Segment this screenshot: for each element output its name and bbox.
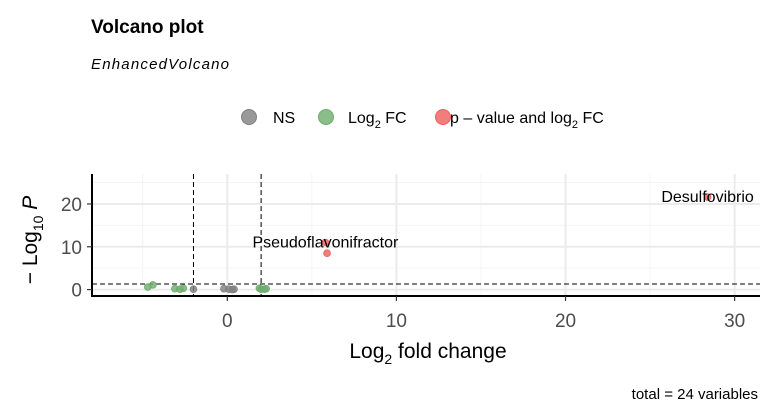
grid-major <box>92 174 760 296</box>
legend-key-ns <box>241 109 257 125</box>
legend: NS Log2 FC p – value and log2 FC <box>241 109 604 131</box>
legend-item-both: p – value and log2 FC <box>435 109 604 131</box>
legend-label-ns: NS <box>273 110 295 127</box>
x-tick-label: 10 <box>386 311 407 332</box>
point-both <box>703 193 712 201</box>
point-fc <box>149 281 157 289</box>
point-fc <box>262 284 270 293</box>
point-labels: Pseudoflavonifractor Desulfovibrio <box>252 189 753 251</box>
grid-minor <box>92 174 760 296</box>
y-axis-title: − Log10 P <box>19 196 46 285</box>
y-tick-label: 10 <box>61 238 82 259</box>
point-label: Desulfovibrio <box>661 189 754 206</box>
x-tick-label: 0 <box>222 311 233 332</box>
legend-key-both <box>435 109 451 125</box>
x-tick-label: 20 <box>555 311 576 332</box>
point-both <box>323 249 331 257</box>
legend-label-fc: Log2 FC <box>348 110 407 131</box>
chart-subtitle: EnhancedVolcano <box>91 56 230 73</box>
legend-label-both: p – value and log2 FC <box>450 110 604 131</box>
chart-caption: total = 24 variables <box>632 386 758 403</box>
points <box>144 193 712 294</box>
y-tick-label: 0 <box>71 281 82 302</box>
legend-item-ns: NS <box>241 109 295 127</box>
chart-title: Volcano plot <box>91 17 204 38</box>
point-ns <box>230 285 238 293</box>
plot-area: 0 10 20 30 0 10 20 Log2 fold change − Log10 P Pse… <box>19 174 760 367</box>
cutoff-lines <box>92 174 760 296</box>
y-tick-label: 20 <box>61 195 82 216</box>
legend-item-fc: Log2 FC <box>318 109 407 131</box>
x-axis-title: Log2 fold change <box>349 340 506 367</box>
legend-key-fc <box>318 109 334 125</box>
point-fc <box>179 284 188 293</box>
x-tick-label: 30 <box>724 311 745 332</box>
point-both <box>321 238 330 247</box>
point-ns <box>189 285 198 293</box>
point-label: Pseudoflavonifractor <box>252 234 399 251</box>
